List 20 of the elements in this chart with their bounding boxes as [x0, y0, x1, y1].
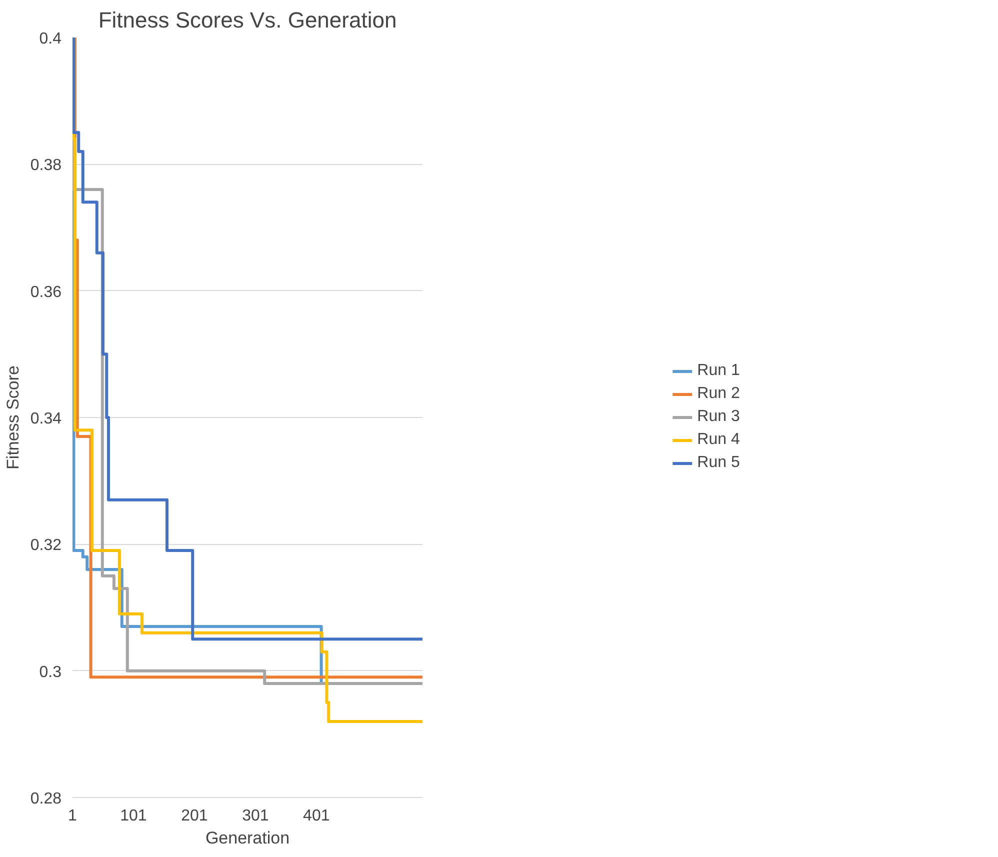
- y-tick-label: 0.28: [30, 790, 62, 808]
- x-tick-label: 401: [303, 808, 330, 824]
- x-tick-label: 201: [181, 808, 208, 824]
- x-tick-label: 101: [120, 808, 147, 824]
- y-tick-label: 0.34: [30, 410, 62, 428]
- legend-label: Run 1: [697, 362, 740, 380]
- chart-title: Fitness Scores Vs. Generation: [98, 8, 397, 32]
- x-axis-title: Generation: [205, 828, 290, 848]
- legend-label: Run 4: [697, 431, 740, 449]
- legend-label: Run 5: [697, 454, 740, 472]
- y-tick-label: 0.36: [30, 284, 62, 301]
- legend-label: Run 3: [697, 408, 740, 426]
- x-tick-label: 301: [242, 808, 269, 824]
- y-tick-label: 0.38: [30, 157, 62, 174]
- y-tick-label: 0.32: [30, 537, 62, 554]
- x-tick-label: 1: [68, 808, 78, 824]
- y-tick-label: 0.3: [39, 664, 62, 681]
- legend-label: Run 2: [697, 385, 740, 403]
- y-axis-title: Fitness Score: [3, 366, 22, 470]
- y-tick-label: 0.4: [39, 30, 62, 48]
